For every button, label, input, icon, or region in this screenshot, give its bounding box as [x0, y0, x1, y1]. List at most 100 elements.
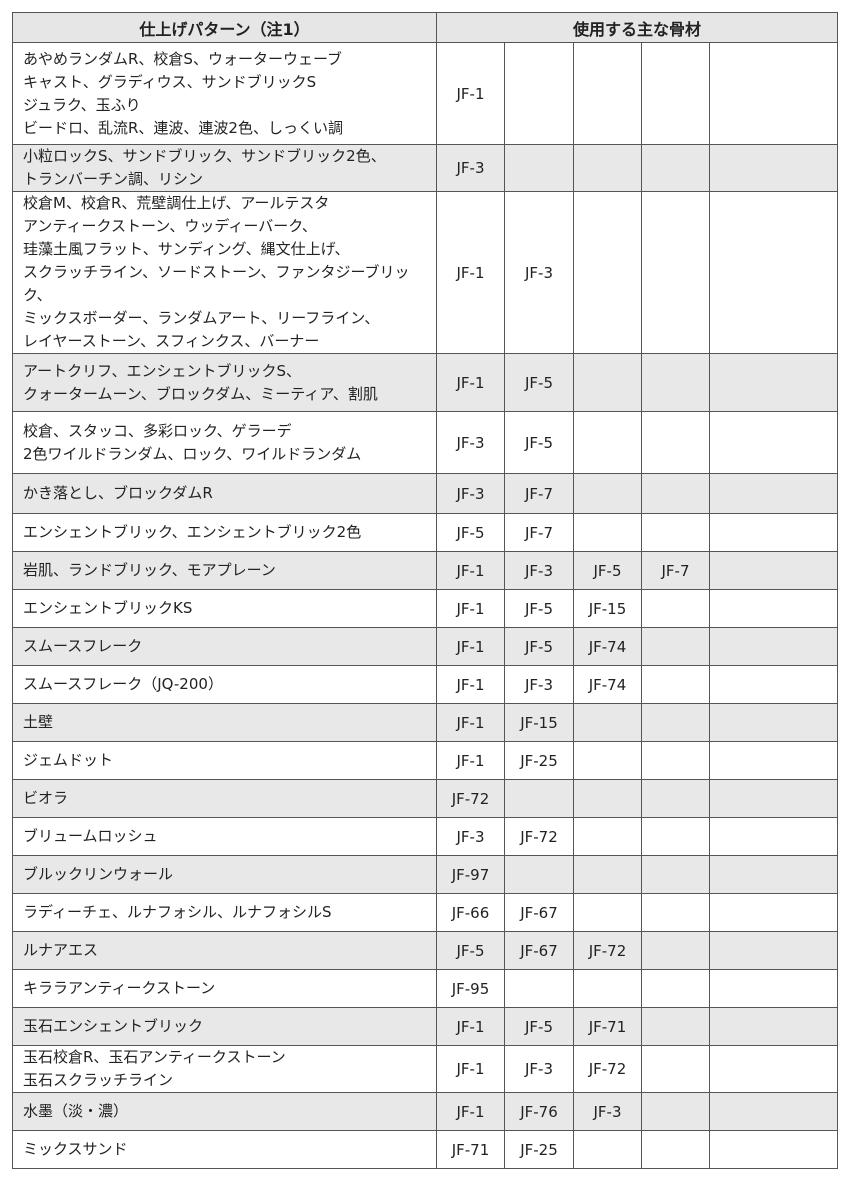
aggregate-cell: JF-1	[436, 627, 505, 666]
aggregate-cell	[641, 817, 710, 856]
aggregate-cell	[641, 969, 710, 1008]
aggregate-cell	[573, 969, 642, 1008]
pattern-line: アートクリフ、エンシェントブリックS、	[23, 361, 302, 380]
aggregate-cell: JF-3	[504, 191, 574, 354]
table-row: アートクリフ、エンシェントブリックS、 クォータームーン、ブロックダム、ミーティア…	[12, 353, 839, 412]
aggregate-cell	[573, 855, 642, 894]
aggregate-cell: JF-15	[573, 589, 642, 628]
aggregate-code: JF-1	[456, 713, 485, 732]
aggregate-cell: JF-3	[504, 665, 574, 704]
aggregate-cell: JF-72	[573, 931, 642, 970]
aggregate-cell: JF-5	[504, 353, 574, 412]
table-row: ルナアエス JF-5 JF-67 JF-72	[12, 931, 839, 970]
pattern-cell: 岩肌、ランドブリック、モアプレーン	[12, 551, 437, 590]
aggregate-cell: JF-76	[504, 1092, 574, 1131]
aggregate-cell	[573, 411, 642, 474]
pattern-line: ブルックリンウォール	[23, 865, 174, 883]
aggregate-cell	[641, 589, 710, 628]
aggregate-cell	[708, 817, 839, 856]
table-row: キララアンティークストーン JF-95	[12, 969, 839, 1008]
pattern-line: 玉石校倉R、玉石アンティークストーン	[23, 1048, 286, 1066]
aggregate-code: JF-72	[588, 941, 627, 960]
pattern-line: 小粒ロックS、サンドブリック、サンドブリック2色、	[23, 147, 386, 165]
aggregate-cell	[573, 191, 642, 354]
aggregate-cell: JF-72	[573, 1045, 642, 1093]
aggregate-cell: JF-5	[436, 513, 505, 552]
aggregate-cell	[641, 411, 710, 474]
aggregate-code: JF-3	[456, 433, 485, 452]
pattern-line: キャスト、グラディウス、サンドブリックS	[23, 72, 317, 91]
aggregate-cell: JF-71	[573, 1007, 642, 1046]
pattern-line: アンティークストーン、ウッディーバーク、	[23, 217, 317, 235]
aggregate-code: JF-3	[593, 1102, 622, 1121]
pattern-cell: 小粒ロックS、サンドブリック、サンドブリック2色、 トランバーチン調、リシン	[12, 144, 437, 192]
aggregate-cell	[708, 741, 839, 780]
aggregate-cell	[708, 551, 839, 590]
pattern-line: エンシェントブリック、エンシェントブリック2色	[23, 523, 362, 541]
aggregate-cell: JF-3	[504, 551, 574, 590]
aggregate-cell: JF-1	[436, 1092, 505, 1131]
aggregate-cell	[641, 1045, 710, 1093]
aggregate-cell	[708, 473, 839, 514]
table-row: 水墨（淡・濃） JF-1 JF-76 JF-3	[12, 1092, 839, 1131]
aggregate-cell	[573, 513, 642, 552]
aggregate-cell: JF-1	[436, 665, 505, 704]
aggregate-cell: JF-1	[436, 1045, 505, 1093]
aggregate-code: JF-1	[456, 1017, 485, 1036]
aggregate-code: JF-66	[451, 903, 490, 922]
aggregate-cell: JF-1	[436, 1007, 505, 1046]
aggregate-cell: JF-1	[436, 589, 505, 628]
aggregate-cell	[573, 703, 642, 742]
pattern-cell: ラディーチェ、ルナフォシル、ルナフォシルS	[12, 893, 437, 932]
pattern-line: ミックスサンド	[23, 1140, 128, 1158]
aggregate-cell: JF-66	[436, 893, 505, 932]
aggregate-cell	[573, 741, 642, 780]
aggregate-cell	[708, 969, 839, 1008]
aggregate-cell: JF-25	[504, 741, 574, 780]
pattern-cell: ルナアエス	[12, 931, 437, 970]
aggregate-cell	[641, 42, 710, 145]
aggregate-cell	[641, 353, 710, 412]
aggregate-cell: JF-7	[504, 473, 574, 514]
aggregate-cell: JF-15	[504, 703, 574, 742]
header-cell: 使用する主な骨材	[435, 12, 839, 43]
aggregate-cell: JF-3	[504, 1045, 574, 1093]
aggregate-code: JF-3	[524, 1060, 553, 1078]
pattern-line: 水墨（淡・濃）	[23, 1102, 129, 1120]
pattern-cell: ジェムドット	[12, 741, 437, 780]
aggregate-cell	[708, 893, 839, 932]
aggregate-cell	[504, 969, 574, 1008]
pattern-line: ブリュームロッシュ	[23, 827, 158, 845]
aggregate-code: JF-1	[456, 751, 485, 770]
aggregate-code: JF-95	[451, 979, 490, 998]
aggregate-code: JF-3	[456, 159, 485, 177]
pattern-cell: スムースフレーク（JQ-200）	[12, 665, 437, 704]
aggregate-cell: JF-97	[436, 855, 505, 894]
aggregate-cell	[708, 1007, 839, 1046]
pattern-cell: 玉石エンシェントブリック	[12, 1007, 437, 1046]
aggregate-code: JF-15	[520, 713, 558, 732]
pattern-cell: かき落とし、ブロックダムR	[12, 473, 437, 514]
pattern-line: 校倉M、校倉R、荒壁調仕上げ、アールテスタ	[23, 194, 330, 212]
pattern-cell: 校倉M、校倉R、荒壁調仕上げ、アールテスタ アンティークストーン、ウッディーバーク…	[12, 191, 437, 354]
pattern-line: ルナアエス	[23, 941, 99, 959]
aggregate-code: JF-25	[520, 751, 558, 770]
aggregate-code: JF-5	[524, 599, 553, 618]
header-row: 仕上げパターン（注1） 使用する主な骨材	[12, 12, 839, 43]
aggregate-code: JF-7	[524, 523, 553, 542]
aggregate-cell: JF-3	[436, 473, 505, 514]
aggregate-table: 仕上げパターン（注1） 使用する主な骨材 あやめランダムR、校倉S、ウォーターウ…	[12, 12, 839, 1169]
aggregate-cell: JF-1	[436, 191, 505, 354]
aggregate-cell: JF-5	[504, 627, 574, 666]
aggregate-code: JF-5	[524, 1017, 553, 1036]
aggregate-cell: JF-5	[436, 931, 505, 970]
table-row: あやめランダムR、校倉S、ウォーターウェーブ キャスト、グラディウス、サンドブリッ…	[12, 42, 839, 145]
aggregate-code: JF-5	[524, 433, 553, 452]
aggregate-cell	[573, 817, 642, 856]
aggregate-code: JF-1	[456, 637, 485, 656]
table-row: かき落とし、ブロックダムR JF-3 JF-7	[12, 473, 839, 514]
aggregate-cell	[708, 779, 839, 818]
aggregate-code: JF-7	[524, 484, 553, 503]
aggregate-code: JF-1	[456, 599, 485, 618]
